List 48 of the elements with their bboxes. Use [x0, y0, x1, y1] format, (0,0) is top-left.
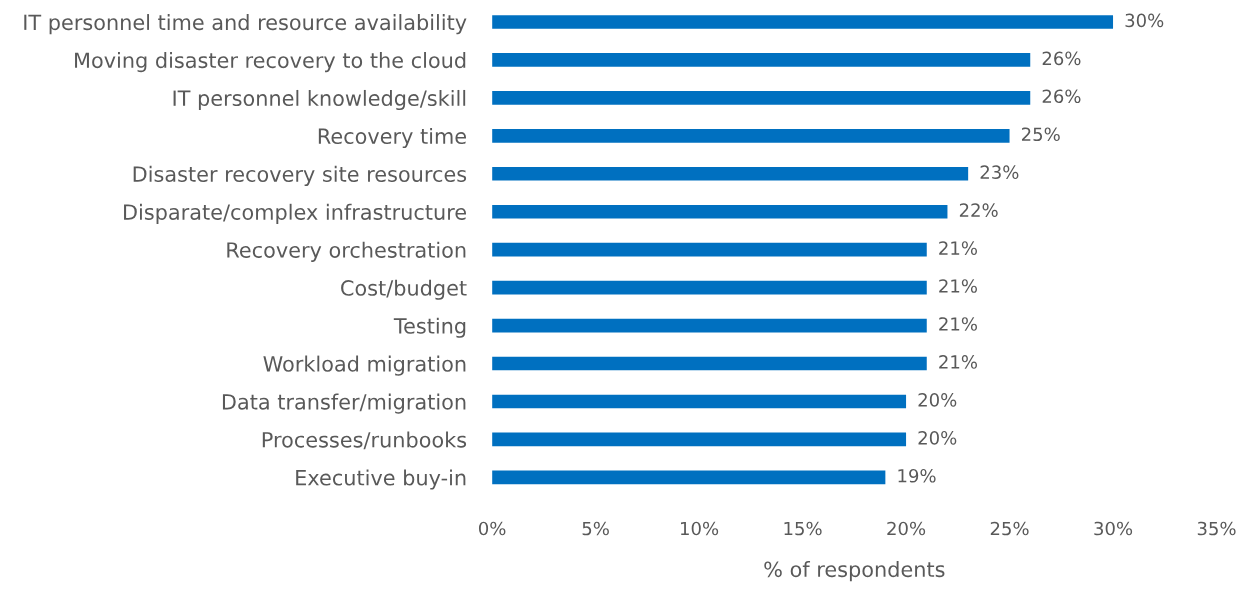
x-tick-label: 0%: [478, 521, 506, 536]
y-tick-label: IT personnel time and resource availability: [24, 14, 467, 35]
bar: [492, 128, 1010, 143]
y-tick-label: Processes/runbooks: [262, 431, 467, 450]
x-tick-label: 10%: [681, 521, 719, 536]
x-tick-label: 35%: [1197, 521, 1236, 536]
y-tick-label: Cost/budget: [341, 279, 467, 300]
x-tick-label: 15%: [784, 521, 822, 536]
x-tick-label: 20%: [887, 521, 926, 536]
x-tick-label: 30%: [1094, 521, 1133, 536]
y-tick-label: Moving disaster recovery to the cloud: [75, 52, 466, 73]
bar: [492, 318, 927, 333]
y-tick-label: Data transfer/migration: [222, 393, 466, 414]
x-tick-label: 5%: [582, 521, 609, 536]
data-label: 20%: [918, 431, 957, 445]
y-tick-label: IT personnel knowledge/skill: [173, 89, 466, 111]
data-label: 30%: [1125, 13, 1164, 28]
y-tick-label: Recovery orchestration: [227, 241, 466, 262]
data-label: 21%: [939, 279, 977, 293]
bar: [492, 166, 969, 181]
bar: [492, 242, 927, 257]
data-label: 20%: [918, 393, 957, 407]
data-label: 23%: [980, 165, 1019, 179]
y-tick-label: Testing: [393, 317, 466, 338]
y-tick-label: Workload migration: [263, 355, 466, 376]
y-tick-label: Recovery time: [318, 127, 466, 149]
data-label: 19%: [898, 468, 936, 483]
data-label: 26%: [1042, 51, 1081, 66]
bar: [492, 394, 907, 409]
bar: [492, 91, 1031, 105]
data-label: 21%: [939, 317, 977, 331]
bar: [492, 470, 886, 485]
bar: [492, 53, 1031, 67]
bar: [492, 204, 948, 219]
y-tick-label: Disparate/complex infrastructure: [124, 203, 466, 224]
x-tick-label: 25%: [990, 521, 1029, 536]
bar: [492, 15, 1114, 29]
data-label: 22%: [959, 203, 998, 217]
y-tick-label: Executive buy-in: [296, 469, 466, 490]
y-tick-label: Disaster recovery site resources: [133, 165, 467, 187]
bar: [492, 356, 927, 371]
data-label: 25%: [1021, 127, 1060, 142]
bar: [492, 280, 927, 295]
x-axis-title: % of respondents: [764, 561, 945, 582]
bar: [492, 432, 907, 447]
data-label: 21%: [939, 355, 977, 369]
data-label: 26%: [1042, 89, 1081, 104]
data-label: 21%: [939, 241, 977, 255]
